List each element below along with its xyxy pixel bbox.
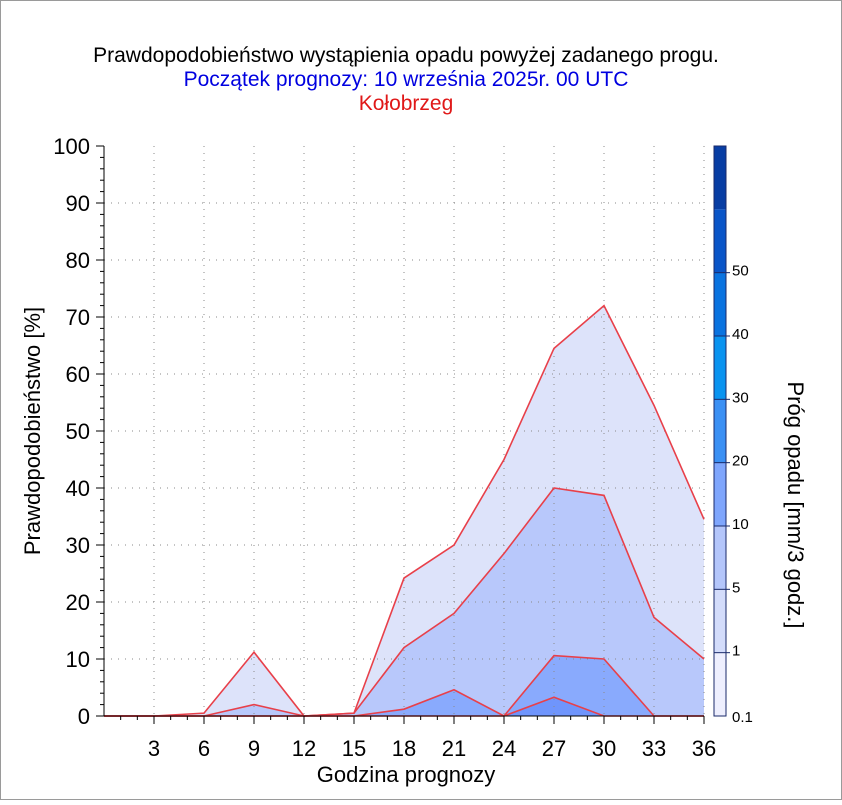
x-axis-label: Godzina prognozy [317, 762, 496, 787]
colorbar-segment-5 [714, 336, 726, 400]
x-tick-label-5: 18 [392, 736, 416, 761]
x-tick-label-7: 24 [492, 736, 516, 761]
colorbar-label-0: 0.1 [732, 709, 753, 726]
colorbar-frame [713, 145, 727, 717]
colorbar-segment-0 [714, 652, 726, 716]
colorbar-segment-8 [714, 146, 726, 210]
colorbar-segment-2 [714, 526, 726, 590]
y-tick-label-6: 60 [66, 362, 90, 387]
colorbar-label-6: 40 [732, 326, 749, 343]
y-tick-label-4: 40 [66, 476, 90, 501]
colorbar-segment-3 [714, 462, 726, 526]
x-tick-label-4: 15 [342, 736, 366, 761]
colorbar-segment-7 [714, 209, 726, 273]
chart-subtitle: Początek prognozy: 10 września 2025r. 00… [184, 68, 629, 91]
colorbar-label-2: 5 [732, 579, 740, 596]
y-tick-label-1: 10 [66, 647, 90, 672]
x-tick-label-9: 30 [592, 736, 616, 761]
x-tick-label-11: 36 [692, 736, 716, 761]
x-tick-label-2: 9 [248, 736, 260, 761]
colorbar-segment-6 [714, 272, 726, 336]
colorbar-label-4: 20 [732, 453, 749, 470]
colorbar-label-3: 10 [732, 516, 749, 533]
y-tick-label-10: 100 [53, 134, 90, 159]
chart-location: Kołobrzeg [359, 92, 454, 115]
colorbar: 0.1 1 5 10 20 30 40 50 [713, 145, 753, 726]
y-tick-label-7: 70 [66, 305, 90, 330]
y-tick-label-5: 50 [66, 419, 90, 444]
y-tick-label-3: 30 [66, 533, 90, 558]
colorbar-segment-1 [714, 589, 726, 653]
series-line-0 [104, 304, 705, 717]
colorbar-label-1: 1 [732, 643, 740, 660]
x-tick-label-6: 21 [442, 736, 466, 761]
colorbar-segment-4 [714, 399, 726, 463]
x-tick-label-0: 3 [148, 736, 160, 761]
area-threshold-3 [104, 697, 704, 716]
colorbar-label-5: 30 [732, 389, 749, 406]
x-tick-label-8: 27 [542, 736, 566, 761]
y-axis-label: Prawdopodobieństwo [%] [20, 307, 45, 555]
x-tick-label-10: 33 [642, 736, 666, 761]
x-tick-label-3: 12 [292, 736, 316, 761]
y-tick-label-8: 80 [66, 248, 90, 273]
y-tick-label-2: 20 [66, 590, 90, 615]
chart-title: Prawdopodobieństwo wystąpienia opadu pow… [93, 44, 719, 67]
colorbar-label-7: 50 [732, 263, 749, 280]
y-tick-label-9: 90 [66, 191, 90, 216]
y-tick-label-0: 0 [78, 704, 90, 729]
colorbar-label: Próg opadu [mm/3 godz.] [783, 381, 808, 628]
x-tick-label-1: 6 [198, 736, 210, 761]
